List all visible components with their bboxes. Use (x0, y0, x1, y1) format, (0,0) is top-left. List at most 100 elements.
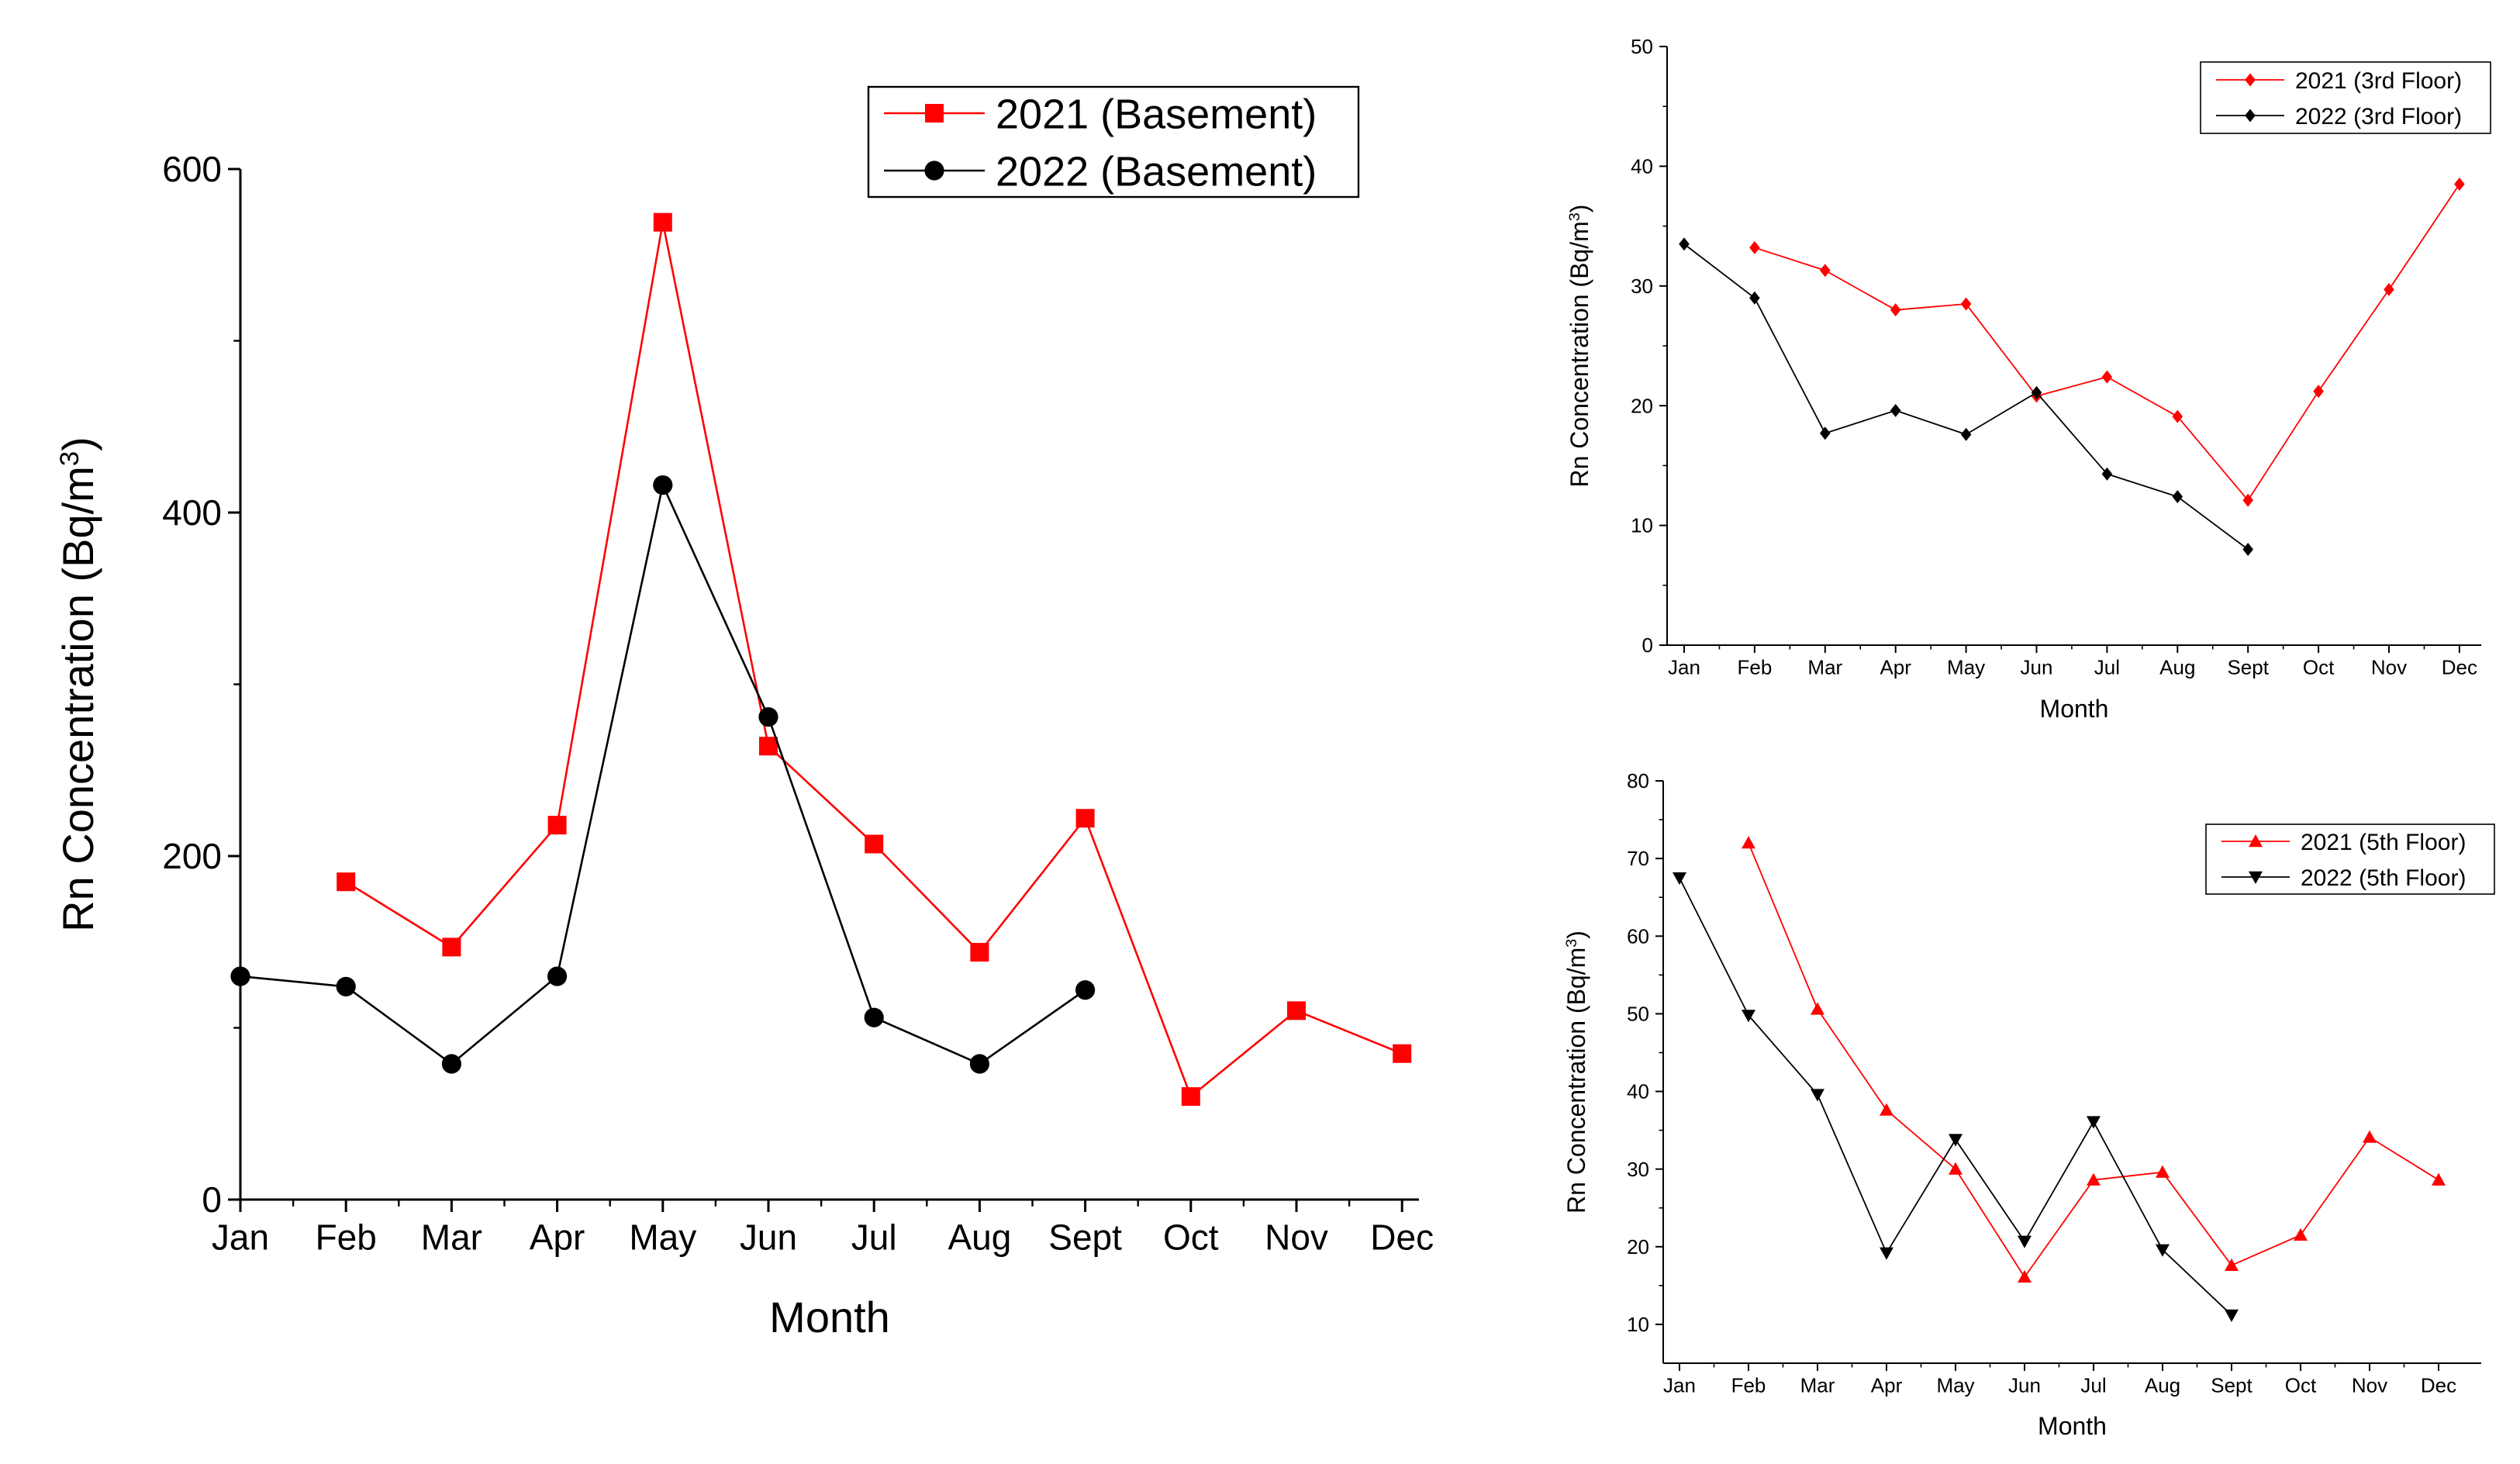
y-axis-title-text: Rn Concentration (Bq/m (1562, 948, 1590, 1214)
y-axis-title: Rn Concentration (Bq/m3) (1566, 205, 1593, 488)
series-1 (1742, 836, 2446, 1283)
data-point (2018, 1269, 2032, 1283)
x-tick-label: Jun (740, 1217, 797, 1257)
data-point (2172, 409, 2183, 423)
data-point (2156, 1244, 2170, 1257)
y-axis-title-close: ) (54, 437, 102, 451)
data-point (547, 966, 568, 986)
legend-label: 2021 (Basement) (996, 91, 1317, 137)
data-point (864, 1007, 884, 1027)
data-point (1880, 1103, 1893, 1116)
series-line (1754, 184, 2460, 502)
x-tick-label: May (629, 1217, 696, 1257)
legend-label: 2021 (5th Floor) (2301, 830, 2466, 855)
y-tick-label: 50 (1627, 1003, 1649, 1026)
data-point (1749, 240, 1760, 254)
x-tick-label: Jan (212, 1217, 269, 1257)
series-2 (230, 475, 1096, 1074)
y-axis-title: Rn Concentration (Bq/m3) (1562, 931, 1590, 1214)
x-tick-label: May (1936, 1373, 1974, 1397)
series-line (1748, 842, 2439, 1278)
data-point (1890, 303, 1901, 317)
basement-chart: 0 200 400 600 Jan Feb Mar Apr May Jun Jul Aug Sept Oc… (54, 85, 1434, 1341)
x-tick-label: Apr (1880, 655, 1911, 678)
y-tick-label: 40 (1627, 1080, 1649, 1103)
data-point (2101, 467, 2113, 481)
series-line (345, 221, 1403, 1098)
data-point (1811, 1002, 1824, 1015)
x-tick-label: Apr (1871, 1373, 1903, 1397)
data-point (1679, 237, 1690, 251)
data-point (2363, 1130, 2377, 1143)
legend-label: 2022 (Basement) (996, 148, 1317, 195)
data-point (970, 943, 989, 962)
y-tick-label: 60 (1627, 924, 1649, 948)
data-point (337, 872, 356, 892)
x-axis-title: Month (2038, 1412, 2107, 1440)
x-tick-label: Nov (2352, 1373, 2387, 1397)
data-point (2384, 282, 2394, 296)
data-point (442, 937, 461, 957)
data-point (1949, 1134, 1962, 1147)
y-tick-label: 600 (162, 149, 222, 189)
data-point (230, 966, 250, 986)
data-point (2294, 1227, 2308, 1241)
y-axis-title-superscript: 3 (1563, 939, 1580, 948)
y-tick-label: 70 (1627, 847, 1649, 870)
y-tick-label: 20 (1627, 1235, 1649, 1259)
series-line (240, 484, 1086, 1065)
data-point (1820, 426, 1831, 440)
series-1 (1749, 178, 2465, 507)
data-point (1880, 1247, 1893, 1260)
data-point (653, 475, 673, 495)
data-point (653, 212, 672, 232)
x-tick-label: Mar (1807, 655, 1842, 678)
data-point (2156, 1165, 2170, 1178)
legend-label: 2021 (3rd Floor) (2295, 68, 2462, 94)
x-tick-label: Oct (2285, 1373, 2317, 1397)
data-point (1811, 1089, 1824, 1102)
legend-label: 2022 (3rd Floor) (2295, 104, 2462, 129)
legend-label: 2022 (5th Floor) (2301, 865, 2466, 891)
legend-marker (2249, 871, 2263, 884)
data-point (2087, 1172, 2101, 1186)
x-tick-label: Jul (851, 1217, 897, 1257)
data-point (759, 737, 778, 756)
x-tick-label: Aug (2159, 655, 2195, 678)
data-point (1820, 264, 1831, 278)
series-2 (1673, 872, 2239, 1322)
data-point (2242, 542, 2253, 556)
data-point (1960, 297, 1972, 311)
legend-box (2200, 61, 2491, 134)
legend-marker (924, 161, 944, 181)
data-point (1287, 1001, 1306, 1020)
legend-box (867, 85, 1360, 199)
x-tick-label: Nov (1265, 1217, 1328, 1257)
legend: 2021 (5th Floor) 2022 (5th Floor) (2205, 824, 2495, 895)
x-tick-label: May (1947, 655, 1985, 678)
data-point (1742, 1010, 1755, 1023)
data-point (1949, 1162, 1962, 1175)
data-point (1393, 1044, 1412, 1063)
y-axis-title-close: ) (1562, 931, 1590, 939)
x-tick-label: Oct (2303, 655, 2335, 678)
x-tick-label: Sept (2227, 655, 2269, 678)
x-tick-label: Jun (2021, 655, 2053, 678)
series-line (1679, 877, 2232, 1316)
x-tick-label: Mar (421, 1217, 482, 1257)
data-point (1749, 291, 1760, 305)
legend-marker (2249, 834, 2263, 848)
data-point (1960, 427, 1972, 441)
x-tick-label: Mar (1800, 1373, 1835, 1397)
legend-marker (2245, 109, 2256, 123)
legend-marker (925, 104, 944, 123)
x-tick-label: Apr (530, 1217, 585, 1257)
y-tick-label: 10 (1631, 514, 1653, 537)
y-axis-title-superscript: 3 (1566, 212, 1583, 221)
y-tick-label: 0 (202, 1179, 222, 1220)
data-point (1673, 872, 1686, 886)
x-tick-label: Sept (2211, 1373, 2252, 1397)
legend: 2021 (3rd Floor) 2022 (3rd Floor) (2200, 61, 2491, 134)
y-tick-label: 50 (1631, 35, 1653, 58)
